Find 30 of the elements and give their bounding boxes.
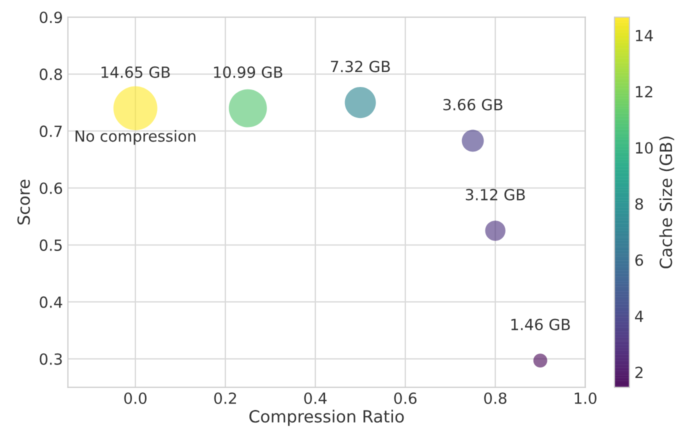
y-tick-label: 0.6	[40, 182, 62, 194]
x-tick-label: 0.8	[484, 392, 506, 404]
x-tick-label: 1.0	[574, 392, 596, 404]
annotation: No compression	[76, 130, 196, 145]
annotation: 3.66 GB	[443, 98, 502, 110]
y-tick-label: 0.4	[40, 296, 62, 308]
annotation: 10.99 GB	[214, 66, 282, 78]
annotation: 7.32 GB	[331, 60, 390, 72]
color-bar-label: 8	[635, 198, 643, 210]
color-bar-label: 2	[635, 366, 642, 378]
y-tick-label: 0.9	[40, 12, 62, 24]
y-tick-label: 0.7	[40, 126, 62, 138]
y-tick-label: 0.3	[40, 353, 62, 365]
y-tick-label: 0.5	[40, 239, 62, 251]
color-bar-label: 6	[635, 254, 644, 266]
annotation: 1.46 GB	[511, 318, 570, 330]
x-tick-label: 0.4	[304, 392, 327, 404]
annotation: 14.65 GB	[102, 66, 170, 78]
color-bar-label: 14	[636, 30, 653, 42]
color-bar-label: 10	[636, 142, 653, 154]
color-bar-label: 12	[636, 86, 652, 98]
color-bar-title: Cache Size (GB)	[659, 136, 674, 268]
y-axis-title: Score	[17, 180, 30, 224]
color-bar-label: 4	[635, 310, 644, 322]
x-tick-label: 0.2	[214, 392, 236, 404]
x-axis-title: Compression Ratio	[249, 410, 404, 426]
annotation: 3.12 GB	[466, 188, 525, 200]
x-tick-label: 0.0	[124, 392, 147, 404]
y-tick-label: 0.8	[40, 68, 62, 80]
x-tick-label: 0.6	[394, 392, 417, 404]
